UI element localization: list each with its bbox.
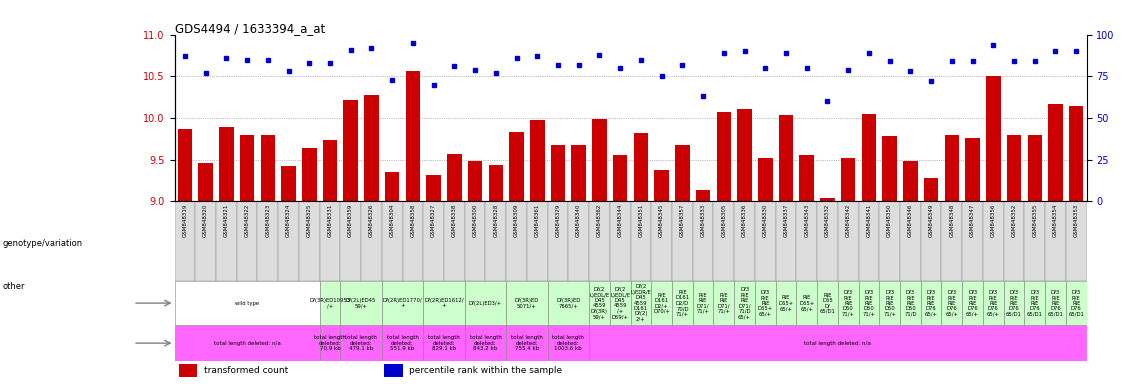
Text: GSM848354: GSM848354 (1053, 204, 1058, 237)
Text: GSM848349: GSM848349 (929, 204, 933, 237)
Text: Df(2
L)EDL/E
D45
4559
/+
D59/+: Df(2 L)EDL/E D45 4559 /+ D59/+ (610, 287, 631, 319)
Bar (716, 112, 731, 201)
Text: Df3
R/E
RiE
D65+
65/+: Df3 R/E RiE D65+ 65/+ (758, 290, 772, 316)
Text: GSM848353: GSM848353 (1074, 204, 1079, 237)
Text: GSM848319: GSM848319 (182, 204, 187, 237)
Bar (776, 201, 796, 281)
Bar (610, 201, 631, 281)
Text: GSM848309: GSM848309 (515, 204, 519, 237)
Bar (841, 158, 856, 201)
Bar (175, 281, 320, 325)
Bar (320, 325, 340, 361)
Text: GSM848356: GSM848356 (991, 204, 995, 237)
Bar (758, 158, 772, 201)
Text: GSM848340: GSM848340 (577, 204, 581, 237)
Text: Df3
R/E
RiE
D76
65/+: Df3 R/E RiE D76 65/+ (966, 290, 980, 316)
Text: GSM848358: GSM848358 (410, 204, 415, 237)
Bar (779, 114, 794, 201)
Bar (178, 129, 193, 201)
Bar (903, 161, 918, 201)
Bar (551, 146, 565, 201)
Bar (175, 325, 320, 361)
Text: Df3
R/E
RiE
D50
71/+: Df3 R/E RiE D50 71/+ (863, 290, 875, 316)
Text: Df3
R/E
RiE
D76
65/+: Df3 R/E RiE D76 65/+ (986, 290, 1000, 316)
Bar (817, 281, 838, 325)
Bar (569, 201, 589, 281)
Text: GSM848332: GSM848332 (825, 204, 830, 237)
Text: GSM848361: GSM848361 (535, 204, 539, 237)
Bar (302, 148, 316, 201)
Text: Df(3R)ED
5071/+: Df(3R)ED 5071/+ (515, 298, 539, 308)
Bar (799, 155, 814, 201)
Bar (423, 201, 444, 281)
Bar (900, 281, 921, 325)
Text: GSM848321: GSM848321 (224, 204, 229, 237)
Text: GSM848328: GSM848328 (493, 204, 499, 237)
Bar (879, 281, 900, 325)
Bar (507, 325, 547, 361)
Text: GSM848305: GSM848305 (722, 204, 726, 237)
Bar (547, 325, 589, 361)
Bar (547, 201, 569, 281)
Text: total length deleted: n/a: total length deleted: n/a (214, 341, 280, 346)
Bar (634, 133, 649, 201)
Bar (1048, 104, 1063, 201)
Bar (651, 201, 672, 281)
Bar (547, 281, 589, 325)
Bar (423, 325, 465, 361)
Bar (983, 281, 1003, 325)
Text: total length deleted: n/a: total length deleted: n/a (804, 341, 872, 346)
Bar (592, 119, 607, 201)
Bar (963, 281, 983, 325)
Bar (696, 190, 711, 201)
Text: GSM848350: GSM848350 (887, 204, 892, 237)
Bar (838, 281, 859, 325)
Bar (384, 364, 403, 377)
Bar (423, 281, 465, 325)
Bar (403, 201, 423, 281)
Bar (672, 281, 692, 325)
Bar (323, 140, 338, 201)
Bar (320, 201, 340, 281)
Bar (298, 201, 320, 281)
Bar (465, 281, 507, 325)
Bar (507, 281, 547, 325)
Text: GSM848327: GSM848327 (431, 204, 436, 237)
Bar (654, 170, 669, 201)
Bar (489, 165, 503, 201)
Bar (427, 175, 441, 201)
Bar (672, 201, 692, 281)
Text: total length
deleted:
70.9 kb: total length deleted: 70.9 kb (314, 335, 346, 351)
Bar (179, 364, 197, 377)
Text: Df(2
L)EDL/E
D45
4559
Df(3R)
59/+: Df(2 L)EDL/E D45 4559 Df(3R) 59/+ (589, 287, 609, 319)
Bar (282, 166, 296, 201)
Text: GSM848341: GSM848341 (866, 204, 872, 237)
Bar (1066, 201, 1087, 281)
Bar (923, 178, 938, 201)
Text: Df(2
L)EDR/E
D45
4559
D161
Df(2)
2/+: Df(2 L)EDR/E D45 4559 D161 Df(2) 2/+ (631, 285, 651, 322)
Text: R/E
RiE
D71/
71/+: R/E RiE D71/ 71/+ (717, 293, 731, 314)
Bar (485, 201, 507, 281)
Bar (817, 201, 838, 281)
Text: GSM848352: GSM848352 (1011, 204, 1017, 237)
Text: Df(2L)ED3/+: Df(2L)ED3/+ (468, 301, 502, 306)
Bar (382, 201, 403, 281)
Bar (1025, 281, 1045, 325)
Text: GSM848324: GSM848324 (286, 204, 291, 237)
Text: GSM848336: GSM848336 (742, 204, 747, 237)
Bar (465, 325, 507, 361)
Bar (734, 201, 754, 281)
Bar (361, 201, 382, 281)
Text: GSM848343: GSM848343 (804, 204, 810, 237)
Text: total length
deleted:
829.1 kb: total length deleted: 829.1 kb (428, 335, 459, 351)
Text: R/E
D161
D2/+
D70/+: R/E D161 D2/+ D70/+ (653, 293, 670, 314)
Bar (631, 281, 651, 325)
Bar (738, 109, 752, 201)
Bar (631, 201, 651, 281)
Bar (382, 281, 423, 325)
Text: Df3
R/E
RiE
D76
65/D1: Df3 R/E RiE D76 65/D1 (1069, 290, 1084, 316)
Bar (343, 99, 358, 201)
Bar (1066, 281, 1087, 325)
Bar (986, 76, 1001, 201)
Text: total length
deleted:
843.2 kb: total length deleted: 843.2 kb (470, 335, 501, 351)
